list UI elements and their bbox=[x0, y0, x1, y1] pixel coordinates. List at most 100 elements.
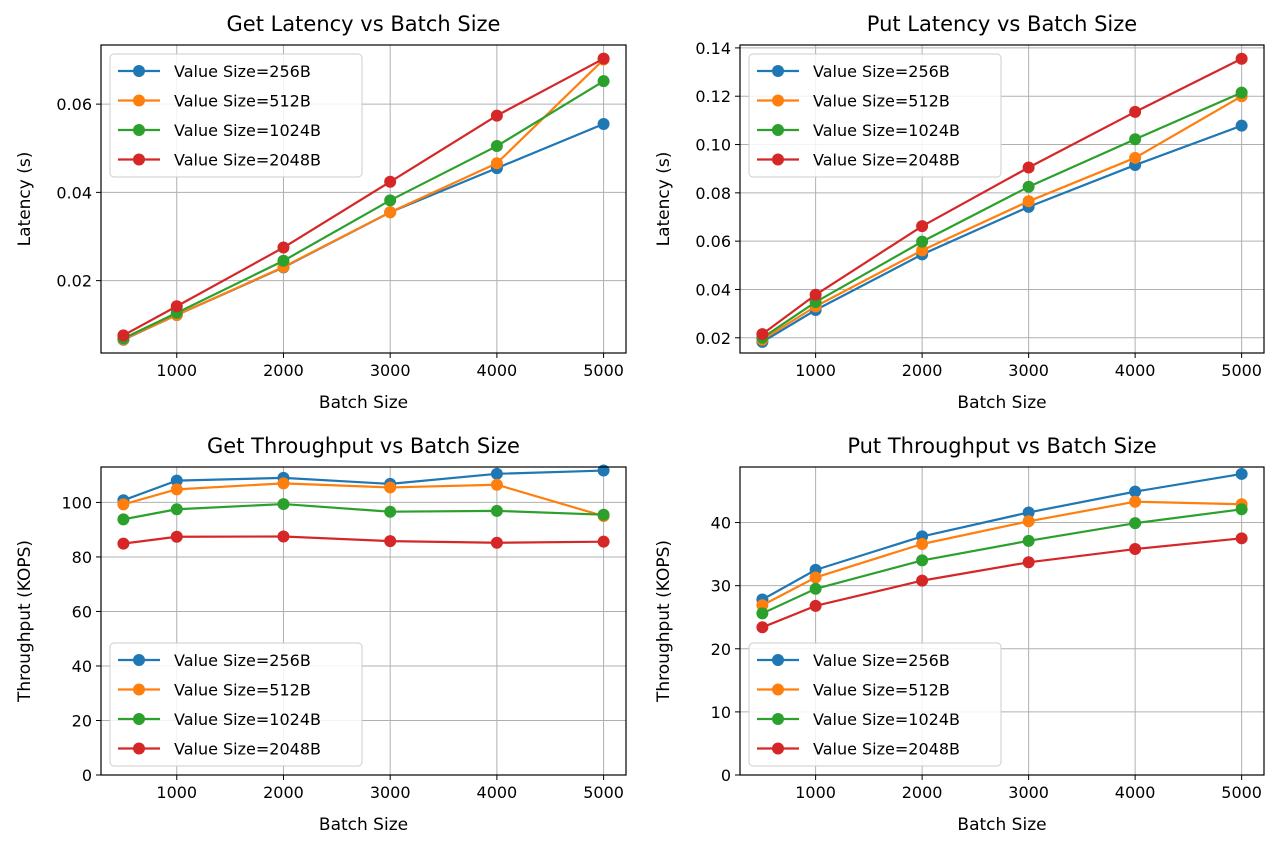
legend-label: Value Size=1024B bbox=[813, 710, 960, 729]
series-line-value-size-2048b bbox=[122, 57, 605, 337]
x-tick-label: 3000 bbox=[370, 783, 411, 802]
legend-label: Value Size=512B bbox=[813, 681, 950, 700]
x-tick-label: 1000 bbox=[156, 361, 197, 380]
data-point bbox=[277, 241, 290, 254]
series-line-value-size-256b bbox=[123, 469, 604, 502]
y-tick-label: 40 bbox=[72, 657, 92, 676]
y-axis-label: Latency (s) bbox=[654, 152, 674, 247]
y-tick-label: 0.10 bbox=[695, 136, 731, 155]
data-point bbox=[277, 477, 290, 490]
data-point bbox=[1235, 503, 1248, 516]
y-tick-label: 0.06 bbox=[56, 95, 92, 114]
x-tick-label: 5000 bbox=[583, 361, 624, 380]
series-line-value-size-2048b bbox=[123, 535, 604, 545]
data-point bbox=[490, 504, 503, 517]
legend-marker bbox=[133, 654, 145, 666]
x-axis-label: Batch Size bbox=[319, 393, 408, 413]
x-tick-label: 2000 bbox=[263, 361, 304, 380]
plot-frame bbox=[100, 466, 627, 776]
data-point bbox=[1129, 133, 1142, 146]
y-axis-label: Throughput (KOPS) bbox=[654, 540, 674, 703]
y-tick-label: 20 bbox=[72, 711, 92, 730]
legend-box bbox=[109, 642, 363, 767]
x-tick-label: 2000 bbox=[902, 783, 943, 802]
legend-marker bbox=[133, 153, 145, 166]
chart-title: Get Throughput vs Batch Size bbox=[207, 434, 520, 458]
y-tick-label: 10 bbox=[711, 703, 731, 722]
legend-label: Value Size=256B bbox=[813, 62, 950, 81]
legend-label: Value Size=2048B bbox=[174, 151, 321, 170]
data-point bbox=[916, 574, 929, 587]
chart-title: Put Throughput vs Batch Size bbox=[847, 434, 1156, 458]
data-point bbox=[1235, 467, 1248, 480]
data-point bbox=[597, 52, 610, 65]
data-point bbox=[1235, 119, 1248, 132]
x-tick-label: 2000 bbox=[902, 361, 943, 380]
data-point bbox=[117, 537, 130, 550]
x-axis-label: Batch Size bbox=[957, 393, 1046, 413]
data-point bbox=[1129, 495, 1142, 508]
series-line-value-size-512b bbox=[761, 500, 1242, 607]
legend-marker bbox=[772, 742, 784, 755]
data-point bbox=[809, 288, 822, 301]
series-line-value-size-512b bbox=[123, 482, 604, 518]
legend-box bbox=[748, 642, 1002, 767]
data-point bbox=[597, 464, 610, 477]
legend-marker bbox=[772, 94, 784, 107]
x-tick-label: 1000 bbox=[156, 783, 197, 802]
legend-label: Value Size=512B bbox=[813, 92, 950, 111]
data-point bbox=[384, 505, 397, 518]
x-axis-label: Batch Size bbox=[957, 815, 1046, 835]
data-point bbox=[1235, 86, 1248, 99]
series-line-value-size-2048b bbox=[761, 537, 1242, 629]
x-tick-label: 4000 bbox=[1115, 783, 1156, 802]
y-tick-label: 0.06 bbox=[695, 232, 731, 251]
data-point bbox=[117, 498, 130, 511]
data-point bbox=[916, 220, 929, 233]
legend-label: Value Size=2048B bbox=[813, 151, 960, 170]
data-point bbox=[809, 599, 822, 612]
data-point bbox=[117, 329, 130, 342]
data-point bbox=[1129, 105, 1142, 118]
data-point bbox=[490, 140, 503, 153]
legend-marker bbox=[133, 94, 145, 107]
data-point bbox=[384, 175, 397, 188]
legend-marker bbox=[772, 683, 784, 696]
legend-label: Value Size=2048B bbox=[174, 740, 321, 759]
chart-title: Get Latency vs Batch Size bbox=[227, 12, 501, 36]
series-line-value-size-1024b bbox=[761, 508, 1242, 615]
legend-marker bbox=[133, 742, 145, 755]
legend-marker bbox=[772, 713, 784, 725]
x-tick-label: 3000 bbox=[370, 361, 411, 380]
data-point bbox=[809, 571, 822, 584]
plot-frame bbox=[739, 466, 1265, 776]
x-tick-label: 4000 bbox=[477, 783, 518, 802]
x-tick-label: 5000 bbox=[583, 783, 624, 802]
y-tick-label: 0 bbox=[82, 766, 92, 785]
series-line-value-size-1024b bbox=[122, 80, 605, 340]
data-point bbox=[1022, 534, 1035, 547]
data-point bbox=[597, 117, 610, 130]
legend-marker bbox=[133, 683, 145, 696]
x-tick-label: 3000 bbox=[1008, 361, 1049, 380]
legend-marker bbox=[133, 65, 145, 77]
y-tick-label: 100 bbox=[61, 493, 92, 512]
y-tick-label: 0.12 bbox=[695, 87, 731, 106]
y-tick-label: 0.04 bbox=[56, 183, 92, 202]
data-point bbox=[1022, 161, 1035, 174]
y-tick-label: 60 bbox=[72, 602, 92, 621]
data-point bbox=[1022, 180, 1035, 193]
data-point bbox=[170, 474, 183, 487]
legend-marker bbox=[772, 124, 784, 136]
chart-put-throughput: 1000 2000 3000 4000 5000 0 10 20 30 40 Put Through… bbox=[654, 434, 1265, 835]
x-tick-label: 5000 bbox=[1221, 361, 1262, 380]
series-line-value-size-256b bbox=[761, 124, 1243, 343]
legend-marker bbox=[772, 153, 784, 166]
data-point bbox=[1129, 543, 1142, 556]
data-point bbox=[490, 478, 503, 491]
series-line-value-size-512b bbox=[761, 95, 1243, 341]
data-point bbox=[756, 328, 769, 341]
x-tick-label: 2000 bbox=[263, 783, 304, 802]
legend: Value Size=256B Value Size=512B Value Size… bbox=[748, 642, 1002, 767]
